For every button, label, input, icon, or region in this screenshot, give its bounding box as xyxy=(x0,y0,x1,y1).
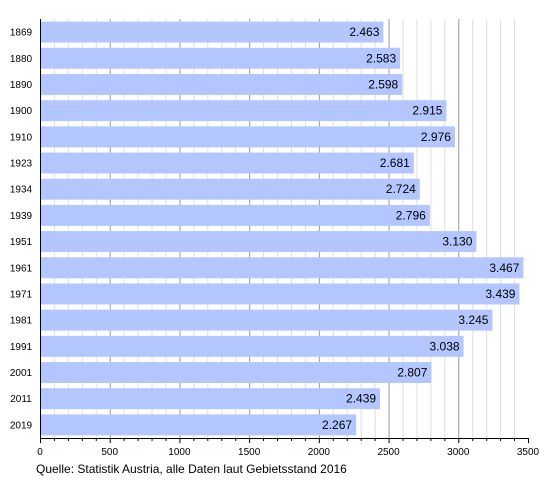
value-label-1869: 2.463 xyxy=(349,25,379,39)
value-label-2001: 2.807 xyxy=(397,366,427,380)
category-label-1869: 1869 xyxy=(10,28,33,39)
bar-2011 xyxy=(40,388,381,410)
value-label-1951: 3.130 xyxy=(442,235,472,249)
value-label-2011: 2.439 xyxy=(346,392,376,406)
value-label-1910: 2.976 xyxy=(421,130,451,144)
x-tick-label-2000: 2000 xyxy=(308,447,331,458)
value-label-2019: 2.267 xyxy=(322,418,352,432)
category-label-1890: 1890 xyxy=(10,80,33,91)
bar-1991 xyxy=(40,335,464,357)
value-label-1890: 2.598 xyxy=(368,77,398,91)
category-label-1951: 1951 xyxy=(10,237,33,248)
value-label-1923: 2.681 xyxy=(380,156,410,170)
bar-1923 xyxy=(40,152,414,174)
bar-1951 xyxy=(40,231,477,253)
bar-1961 xyxy=(40,257,524,279)
x-tick-label-1000: 1000 xyxy=(168,447,191,458)
bar-1890 xyxy=(40,73,403,95)
value-label-1961: 3.467 xyxy=(489,261,519,275)
x-tick-label-3500: 3500 xyxy=(517,447,540,458)
bar-1910 xyxy=(40,126,455,148)
value-label-1939: 2.796 xyxy=(396,208,426,222)
value-label-1971: 3.439 xyxy=(485,287,515,301)
category-label-1910: 1910 xyxy=(10,132,33,143)
category-label-1939: 1939 xyxy=(10,211,33,222)
value-label-1981: 3.245 xyxy=(458,313,488,327)
category-label-2001: 2001 xyxy=(10,368,33,379)
category-label-1991: 1991 xyxy=(10,342,33,353)
category-label-2019: 2019 xyxy=(10,420,33,431)
x-tick-label-2500: 2500 xyxy=(377,447,400,458)
category-label-1900: 1900 xyxy=(10,106,33,117)
x-tick-label-1500: 1500 xyxy=(238,447,261,458)
bar-1939 xyxy=(40,204,430,226)
category-label-1971: 1971 xyxy=(10,289,33,300)
value-label-1991: 3.038 xyxy=(430,339,460,353)
value-label-1934: 2.724 xyxy=(386,182,416,196)
bar-1981 xyxy=(40,309,493,331)
x-tick-label-500: 500 xyxy=(101,447,118,458)
bar-1934 xyxy=(40,178,420,200)
axes: 1869 1880 1890 1900 1910 1923 1934 1939 1951 1961… xyxy=(10,19,540,458)
bar-2001 xyxy=(40,362,432,384)
category-label-1923: 1923 xyxy=(10,159,33,170)
bar-1971 xyxy=(40,283,520,305)
bar-1880 xyxy=(40,47,401,69)
category-label-2011: 2011 xyxy=(10,394,32,405)
category-label-1934: 1934 xyxy=(10,185,33,196)
bar-2019 xyxy=(40,414,357,436)
bar-1869 xyxy=(40,21,384,43)
value-label-1880: 2.583 xyxy=(366,51,396,65)
source-note: Quelle: Statistik Austria, alle Daten la… xyxy=(36,462,347,476)
x-tick-label-0: 0 xyxy=(37,447,43,458)
bars: 2.463 2.583 2.598 2.915 2.976 2.681 2.724 2.796… xyxy=(40,21,524,436)
category-label-1880: 1880 xyxy=(10,54,33,65)
value-label-1900: 2.915 xyxy=(412,104,442,118)
category-label-1961: 1961 xyxy=(10,263,33,274)
bar-1900 xyxy=(40,100,447,122)
category-label-1981: 1981 xyxy=(10,316,33,327)
x-tick-label-3000: 3000 xyxy=(447,447,470,458)
